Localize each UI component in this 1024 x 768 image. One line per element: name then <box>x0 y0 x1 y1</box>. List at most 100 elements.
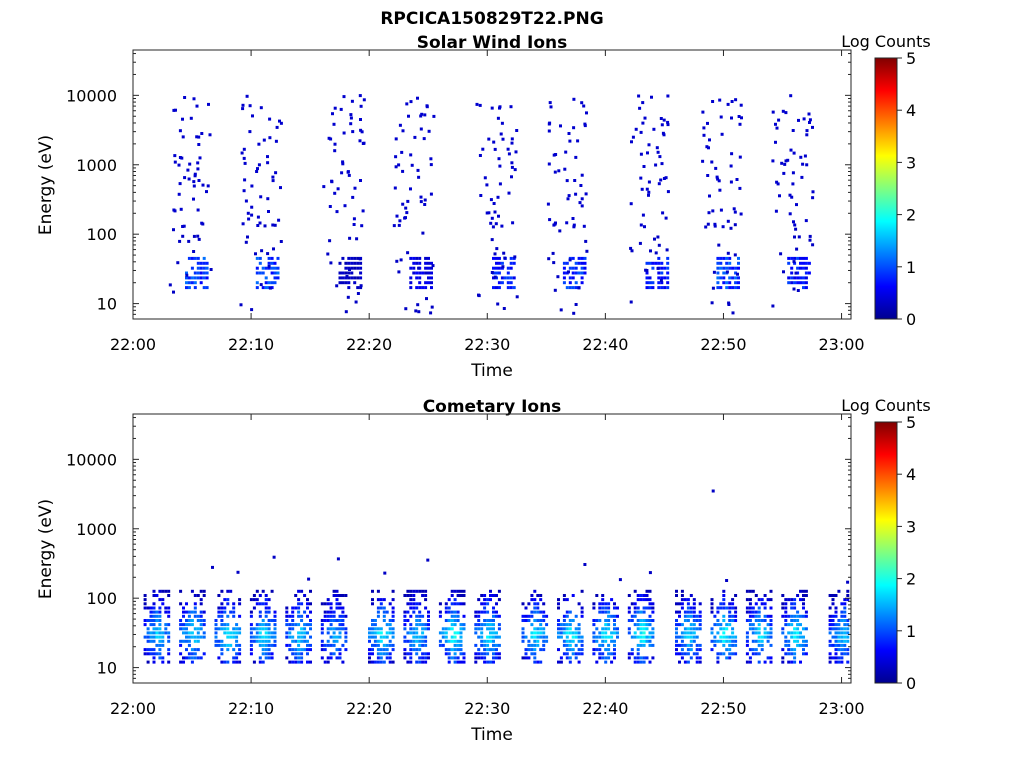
heatmap-cell <box>421 643 425 647</box>
heatmap-cell <box>270 261 274 265</box>
heatmap-cell <box>447 639 451 643</box>
heatmap-cell <box>502 251 506 255</box>
heatmap-cell <box>450 619 454 622</box>
heatmap-cell <box>409 639 413 643</box>
heatmap-cell <box>273 281 277 285</box>
heatmap-cell <box>651 656 655 660</box>
heatmap-cell <box>406 610 410 614</box>
heatmap-cell <box>300 652 304 656</box>
heatmap-cell <box>695 656 699 660</box>
heatmap-cell <box>633 606 637 610</box>
heatmap-cell <box>297 598 301 602</box>
heatmap-cell <box>205 271 209 275</box>
heatmap-cell <box>329 614 333 618</box>
heatmap-cell <box>646 151 649 155</box>
heatmap-cell <box>421 635 425 639</box>
heatmap-cell <box>846 648 850 652</box>
heatmap-cell <box>565 652 569 656</box>
heatmap-cell <box>686 619 690 622</box>
heatmap-cell <box>149 648 153 652</box>
heatmap-cell <box>238 598 242 602</box>
heatmap-cell <box>784 619 788 622</box>
heatmap-cell <box>453 631 457 635</box>
heatmap-cell <box>509 261 513 265</box>
heatmap-cell <box>754 610 758 614</box>
heatmap-cell <box>273 643 277 647</box>
heatmap-cell <box>338 281 342 285</box>
heatmap-cell <box>719 276 723 280</box>
heatmap-cell <box>180 156 184 160</box>
heatmap-cell <box>793 276 797 280</box>
colorbar-tick-label: 2 <box>906 570 916 589</box>
heatmap-cell <box>698 627 702 631</box>
heatmap-cell <box>577 652 581 656</box>
heatmap-cell <box>574 261 578 265</box>
heatmap-cell <box>843 648 847 652</box>
heatmap-cell <box>199 627 203 631</box>
heatmap-cell <box>323 610 327 614</box>
heatmap-cell <box>811 190 815 194</box>
heatmap-cell <box>719 266 723 270</box>
heatmap-cell <box>514 150 518 154</box>
heatmap-cell <box>754 648 758 652</box>
heatmap-cell <box>232 610 236 614</box>
heatmap-cell <box>297 610 301 614</box>
heatmap-cell <box>239 303 243 307</box>
heatmap-cell <box>781 606 785 610</box>
heatmap-cell <box>557 169 561 173</box>
heatmap-cell <box>562 281 566 285</box>
heatmap-cell <box>419 127 423 131</box>
heatmap-cell <box>404 216 407 220</box>
heatmap-cell <box>678 652 681 656</box>
heatmap-cell <box>577 271 581 275</box>
heatmap-cell <box>344 614 348 618</box>
heatmap-cell <box>353 266 357 270</box>
heatmap-cell <box>276 256 280 260</box>
heatmap-cell <box>174 108 177 112</box>
heatmap-cell <box>417 175 421 179</box>
heatmap-cell <box>406 660 410 664</box>
heatmap-cell <box>557 660 560 664</box>
heatmap-cell <box>580 639 584 643</box>
heatmap-cell <box>698 643 702 647</box>
heatmap-cell <box>480 594 484 597</box>
heatmap-cell <box>261 286 265 290</box>
colorbar-gradient <box>874 421 898 684</box>
heatmap-cell <box>562 619 566 622</box>
heatmap-cell <box>297 643 301 647</box>
heatmap-cell <box>459 660 463 664</box>
heatmap-cell <box>683 610 687 614</box>
heatmap-cell <box>264 606 268 610</box>
heatmap-cell <box>686 631 690 635</box>
heatmap-cell <box>683 619 687 622</box>
heatmap-cell <box>359 179 362 182</box>
heatmap-cell <box>678 602 681 606</box>
heatmap-cell <box>562 652 566 656</box>
heatmap-cell <box>716 177 720 181</box>
heatmap-cell <box>686 652 690 656</box>
heatmap-cell <box>675 652 678 656</box>
heatmap-cell <box>335 606 339 610</box>
heatmap-cell <box>415 271 419 275</box>
heatmap-cell <box>495 602 498 606</box>
heatmap-cell <box>480 652 484 656</box>
heatmap-cell <box>335 594 339 597</box>
heatmap-cell <box>577 623 581 627</box>
heatmap-cell <box>831 656 835 660</box>
heatmap-cell <box>220 602 224 606</box>
heatmap-cell <box>424 598 428 602</box>
heatmap-cell <box>769 656 773 660</box>
heatmap-cell <box>495 256 498 260</box>
heatmap-cell <box>420 112 424 116</box>
heatmap-cell <box>444 610 448 614</box>
heatmap-cell <box>539 627 543 631</box>
heatmap-cell <box>202 652 206 656</box>
heatmap-cell <box>332 614 336 618</box>
heatmap-cell <box>706 121 709 125</box>
heatmap-cell <box>580 261 584 265</box>
heatmap-cell <box>329 610 333 614</box>
heatmap-cell <box>506 271 510 275</box>
heatmap-cell <box>447 656 451 660</box>
heatmap-cell <box>185 631 188 635</box>
